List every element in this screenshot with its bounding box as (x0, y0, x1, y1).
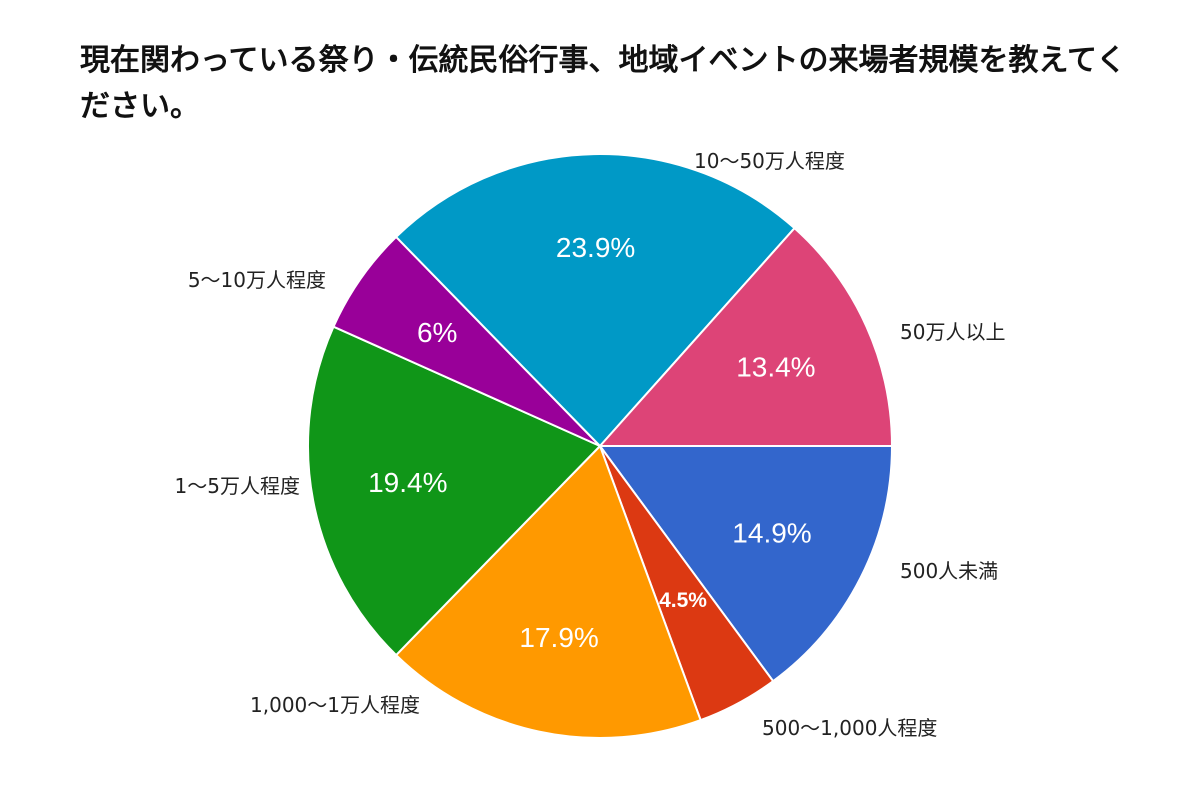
slice-7-value-label: 13.4% (736, 352, 815, 383)
slice-7-category-label: 50万人以上 (900, 320, 1005, 344)
slice-1-category-label: 500人未満 (900, 559, 998, 583)
slice-4-category-label: 1〜5万人程度 (175, 474, 300, 498)
slice-2-value-label: 4.5% (659, 589, 707, 612)
slice-6-wedge (394, 153, 796, 448)
slice-1-value-label: 14.9% (732, 518, 811, 549)
slice-6-value-label: 23.9% (556, 232, 635, 263)
slice-2-category-label: 500〜1,000人程度 (762, 716, 937, 740)
slice-4-value-label: 19.4% (368, 467, 447, 498)
chart-title: 現在関わっている祭り・伝統民俗行事、地域イベントの来場者規模を教えてください。 (80, 43, 1127, 124)
slice-3-value-label: 17.9% (519, 622, 598, 653)
slice-5-value-label: 6% (417, 317, 457, 348)
slice-3-category-label: 1,000〜1万人程度 (250, 693, 420, 717)
slice-1-wedge (598, 445, 894, 683)
slice-6-category-label: 10〜50万人程度 (694, 149, 845, 173)
slice-4-wedge (307, 325, 602, 657)
slice-7-wedge (597, 226, 894, 447)
slice-3-wedge (394, 444, 702, 739)
slice-5-category-label: 5〜10万人程度 (188, 268, 326, 292)
